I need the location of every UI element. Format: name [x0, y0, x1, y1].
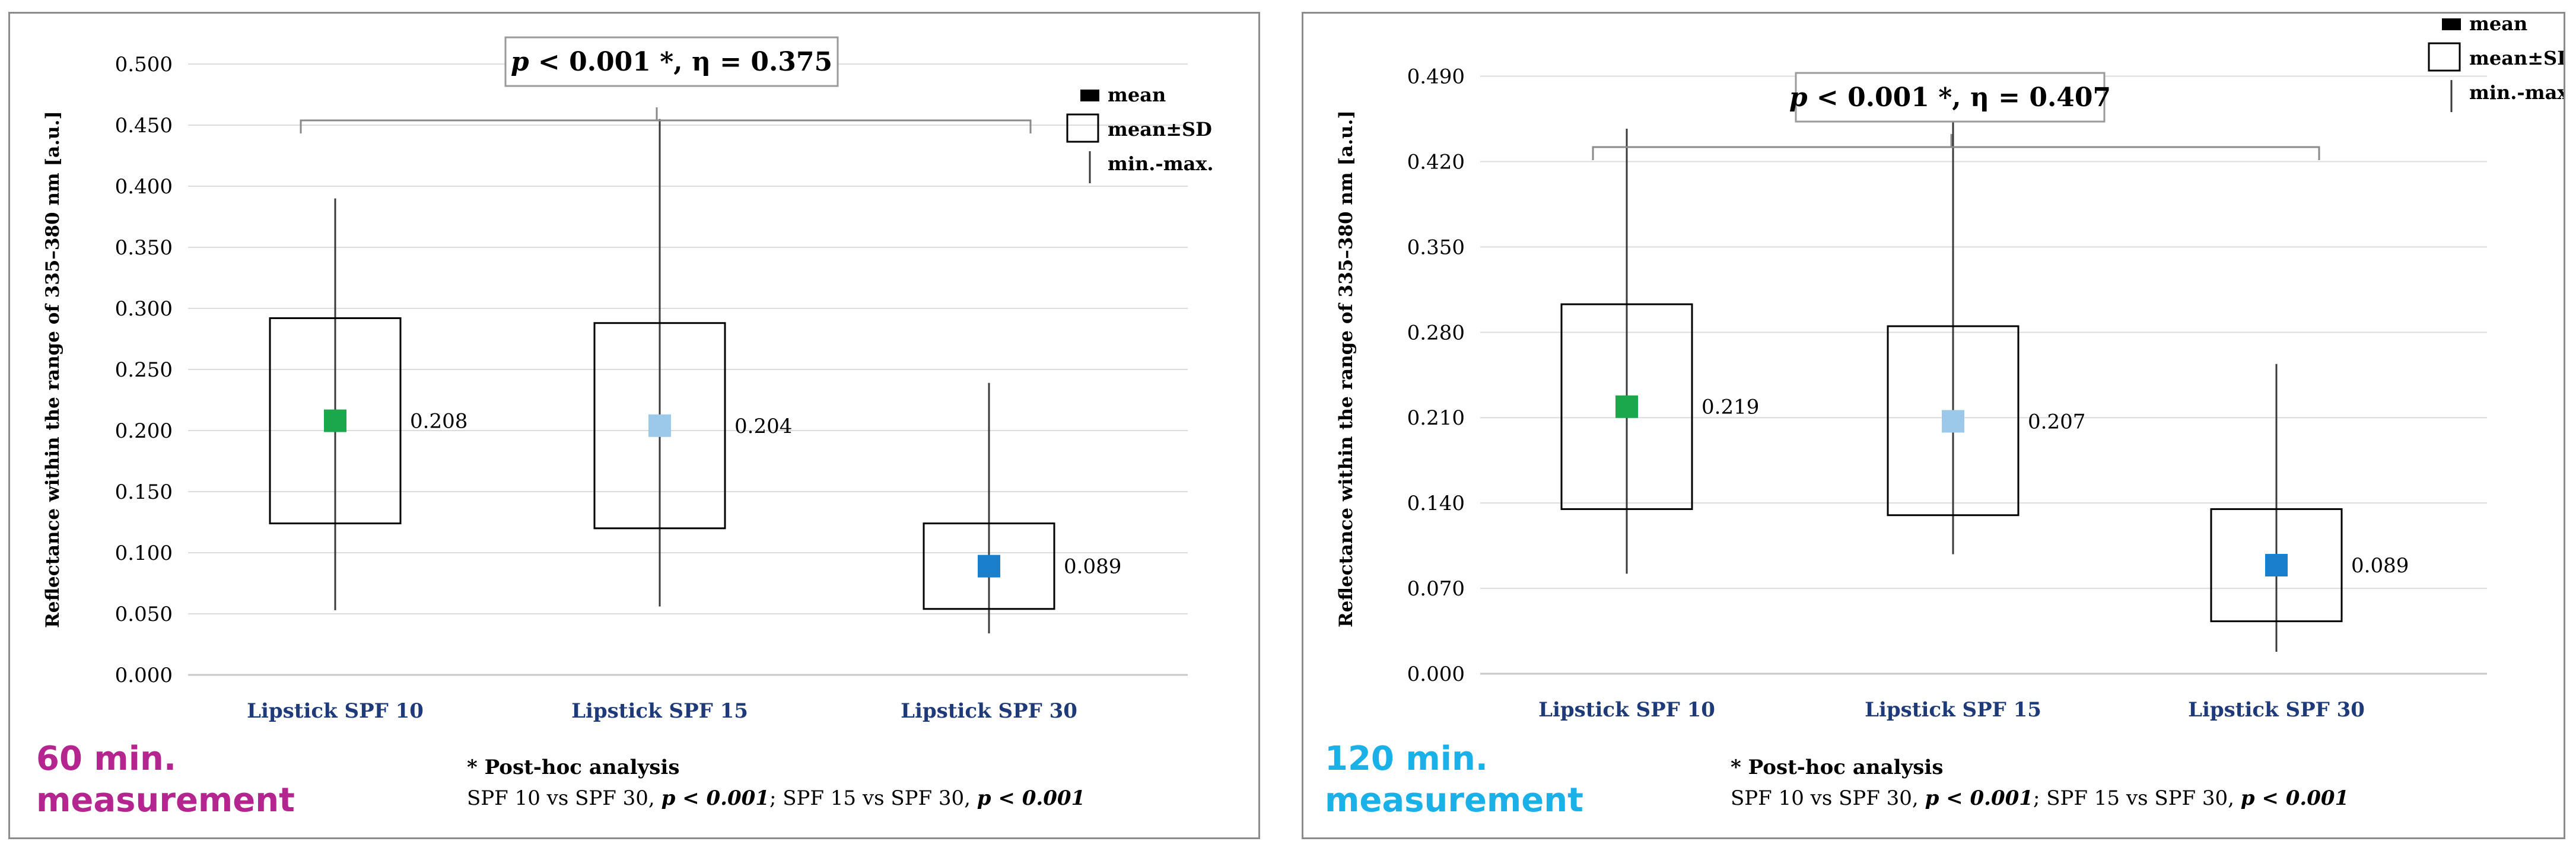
- y-tick-label: 0.300: [115, 297, 173, 321]
- mean-value-label: 0.219: [1702, 396, 1759, 419]
- mean-marker: [1615, 395, 1638, 418]
- annotation-box: [1795, 72, 2106, 123]
- measurement-label: 60 min. measurement: [36, 738, 295, 821]
- significance-bracket: [300, 107, 1032, 133]
- y-tick-label: 0.050: [115, 603, 173, 626]
- y-tick-label: 0.350: [115, 236, 173, 260]
- legend-sd-swatch: [1066, 113, 1099, 143]
- mean-marker: [324, 409, 346, 432]
- mean-sd-box: [593, 322, 726, 530]
- mean-marker: [2265, 554, 2288, 577]
- posthoc-text-2: ; SPF 15 vs SPF 30,: [2033, 786, 2241, 810]
- chart-panel-120min: 0.000 0.070 0.140 0.210 0.280 0.350 0.420 0.490…: [1302, 12, 2565, 839]
- mean-value-label: 0.207: [2028, 410, 2085, 434]
- x-tick-label: Lipstick SPF 10: [247, 699, 424, 723]
- posthoc-note: * Post-hoc analysis SPF 10 vs SPF 30, p …: [1731, 752, 2349, 814]
- y-tick-label: 0.450: [115, 114, 173, 138]
- posthoc-title: * Post-hoc analysis: [1731, 756, 1944, 779]
- mean-sd-box: [1560, 303, 1693, 510]
- annotation-text: p < 0.001 *, η = 0.375: [511, 47, 832, 77]
- mean-sd-box: [269, 317, 402, 525]
- posthoc-line: SPF 10 vs SPF 30, p < 0.001; SPF 15 vs S…: [1731, 783, 2349, 814]
- y-tick-label: 0.100: [115, 541, 173, 565]
- x-tick-label: Lipstick SPF 10: [1538, 698, 1715, 722]
- mean-marker: [978, 555, 1000, 578]
- posthoc-text-1: SPF 10 vs SPF 30,: [467, 786, 662, 810]
- mean-sd-box: [923, 522, 1055, 610]
- measurement-line-2: measurement: [36, 781, 295, 820]
- y-tick-label: 0.200: [115, 419, 173, 443]
- legend-range-label: min.-max.: [1108, 152, 1214, 175]
- annotation-text: p < 0.001 *, η = 0.407: [1789, 82, 2111, 113]
- posthoc-text-1: SPF 10 vs SPF 30,: [1731, 786, 1925, 810]
- annotation-box: [504, 36, 839, 87]
- y-axis-label: Reflectance within the range of 335–380 …: [1335, 110, 1357, 627]
- significance-bracket: [1592, 134, 2320, 160]
- mean-marker: [1942, 410, 1964, 433]
- y-tick-label: 0.490: [1407, 65, 1465, 89]
- y-tick-label: 0.250: [115, 358, 173, 382]
- x-tick-label: Lipstick SPF 15: [1865, 698, 2041, 722]
- y-tick-label: 0.140: [1407, 492, 1465, 515]
- mean-sd-box: [1887, 325, 2020, 517]
- posthoc-line: SPF 10 vs SPF 30, p < 0.001; SPF 15 vs S…: [467, 783, 1085, 814]
- y-tick-label: 0.350: [1407, 235, 1465, 259]
- chart-panel-60min: 0.000 0.050 0.100 0.150 0.200 0.250 0.300 0.350…: [8, 12, 1260, 839]
- legend-mean-label: mean: [2469, 14, 2527, 35]
- posthoc-note: * Post-hoc analysis SPF 10 vs SPF 30, p …: [467, 752, 1085, 814]
- measurement-line-1: 60 min.: [36, 740, 177, 778]
- y-tick-label: 0.400: [115, 175, 173, 199]
- chart-60min: 0.000 0.050 0.100 0.150 0.200 0.250 0.300 0.350…: [42, 36, 1214, 723]
- y-axis-label: Reflectance within the range of 335–380 …: [42, 111, 63, 628]
- mean-value-label: 0.089: [1064, 555, 1121, 579]
- measurement-label: 120 min. measurement: [1325, 738, 1583, 821]
- measurement-line-1: 120 min.: [1325, 740, 1489, 778]
- posthoc-p-2: p < 0.001: [2240, 786, 2349, 810]
- legend-mean-label: mean: [1108, 84, 1166, 106]
- legend-sd-label: mean±SD: [1108, 118, 1212, 141]
- x-tick-label: Lipstick SPF 30: [2188, 698, 2365, 722]
- chart-120min: 0.000 0.070 0.140 0.210 0.280 0.350 0.420 0.490…: [1335, 14, 2564, 722]
- y-tick-label: 0.210: [1407, 406, 1465, 430]
- y-tick-label: 0.150: [115, 480, 173, 504]
- posthoc-p-2: p < 0.001: [977, 786, 1086, 810]
- legend-mean-swatch: [1080, 90, 1099, 101]
- y-tick-label: 0.000: [1407, 662, 1465, 686]
- x-tick-label: Lipstick SPF 15: [571, 699, 748, 723]
- legend-sd-label: mean±SD: [2469, 47, 2564, 69]
- y-tick-label: 0.280: [1407, 321, 1465, 345]
- mean-sd-box: [2210, 508, 2343, 623]
- mean-marker: [648, 414, 671, 437]
- mean-value-label: 0.208: [410, 410, 468, 434]
- y-tick-label: 0.420: [1407, 150, 1465, 174]
- y-tick-label: 0.500: [115, 53, 173, 77]
- posthoc-p-1: p < 0.001: [661, 786, 769, 810]
- posthoc-p-1: p < 0.001: [1925, 786, 2033, 810]
- y-tick-label: 0.000: [115, 664, 173, 687]
- legend-range-label: min.-max.: [2469, 81, 2564, 104]
- legend-mean-swatch: [2442, 18, 2461, 30]
- posthoc-title: * Post-hoc analysis: [467, 756, 680, 779]
- legend-sd-swatch: [2428, 42, 2461, 72]
- y-tick-label: 0.070: [1407, 577, 1465, 601]
- x-tick-label: Lipstick SPF 30: [901, 699, 1077, 723]
- measurement-line-2: measurement: [1325, 781, 1583, 820]
- mean-value-label: 0.089: [2351, 554, 2409, 578]
- mean-value-label: 0.204: [734, 415, 792, 438]
- posthoc-text-2: ; SPF 15 vs SPF 30,: [769, 786, 977, 810]
